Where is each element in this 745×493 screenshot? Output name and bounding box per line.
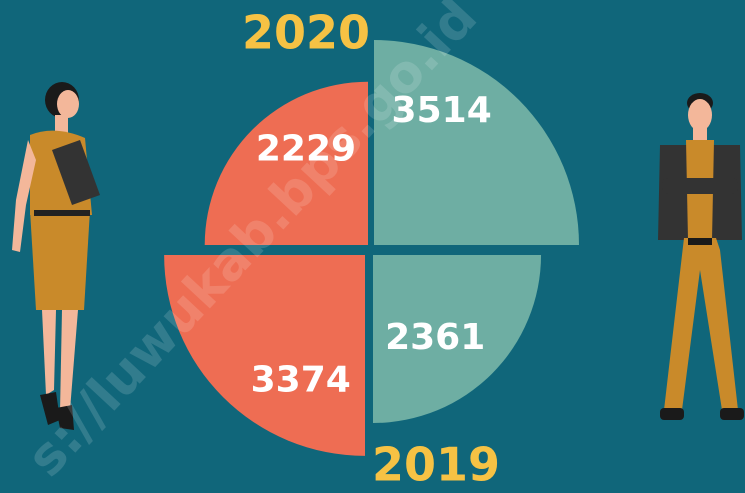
woman-figure bbox=[12, 82, 100, 430]
value-label: 2229 bbox=[256, 128, 356, 169]
value-label: 3374 bbox=[251, 360, 351, 401]
quadrant bbox=[374, 40, 579, 245]
value-label: 2361 bbox=[385, 317, 485, 358]
quadrant bbox=[164, 255, 365, 456]
quadrant bbox=[204, 81, 368, 245]
year-label: 2020 bbox=[242, 6, 370, 60]
quadrant bbox=[373, 255, 542, 424]
man-figure bbox=[658, 93, 744, 420]
year-label: 2019 bbox=[372, 438, 500, 492]
value-label: 3514 bbox=[392, 90, 492, 131]
